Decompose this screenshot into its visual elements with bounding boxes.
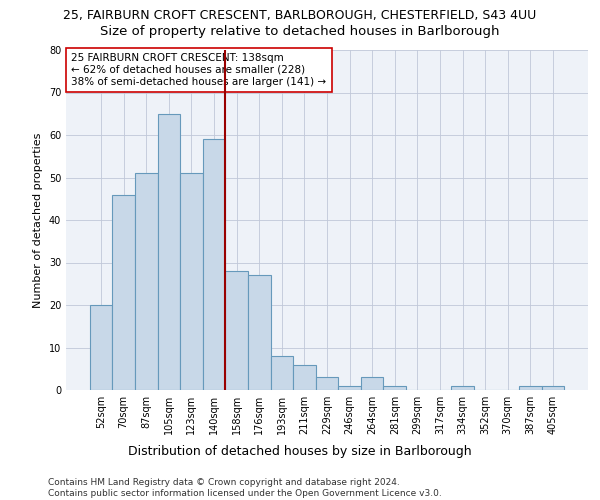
Bar bbox=[135, 174, 158, 390]
Bar bbox=[361, 377, 383, 390]
Bar bbox=[338, 386, 361, 390]
Bar bbox=[293, 364, 316, 390]
Bar bbox=[112, 194, 135, 390]
Bar bbox=[90, 305, 112, 390]
Text: 25, FAIRBURN CROFT CRESCENT, BARLBOROUGH, CHESTERFIELD, S43 4UU: 25, FAIRBURN CROFT CRESCENT, BARLBOROUGH… bbox=[64, 9, 536, 22]
Text: Distribution of detached houses by size in Barlborough: Distribution of detached houses by size … bbox=[128, 444, 472, 458]
Bar bbox=[248, 275, 271, 390]
Bar bbox=[158, 114, 180, 390]
Bar bbox=[519, 386, 542, 390]
Bar bbox=[383, 386, 406, 390]
Text: Size of property relative to detached houses in Barlborough: Size of property relative to detached ho… bbox=[100, 25, 500, 38]
Y-axis label: Number of detached properties: Number of detached properties bbox=[33, 132, 43, 308]
Text: 25 FAIRBURN CROFT CRESCENT: 138sqm
← 62% of detached houses are smaller (228)
38: 25 FAIRBURN CROFT CRESCENT: 138sqm ← 62%… bbox=[71, 54, 326, 86]
Text: Contains HM Land Registry data © Crown copyright and database right 2024.
Contai: Contains HM Land Registry data © Crown c… bbox=[48, 478, 442, 498]
Bar bbox=[316, 377, 338, 390]
Bar bbox=[542, 386, 564, 390]
Bar bbox=[226, 271, 248, 390]
Bar bbox=[451, 386, 474, 390]
Bar bbox=[203, 139, 226, 390]
Bar bbox=[180, 174, 203, 390]
Bar bbox=[271, 356, 293, 390]
